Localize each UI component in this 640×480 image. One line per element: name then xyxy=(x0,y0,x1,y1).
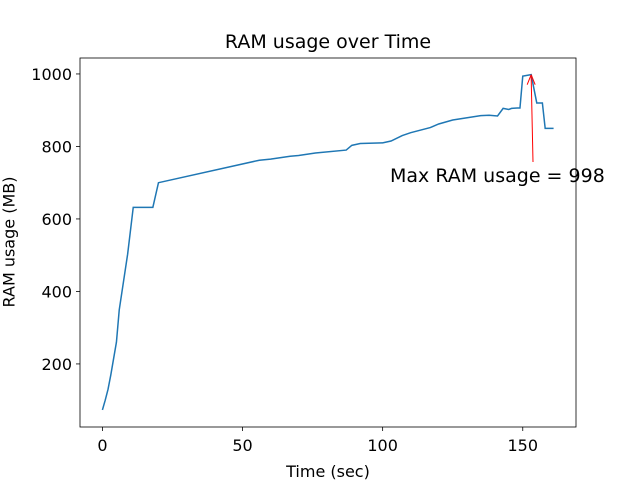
y-tick-label: 400 xyxy=(41,282,72,301)
y-axis-label: RAM usage (MB) xyxy=(0,177,19,308)
x-tick-label: 0 xyxy=(97,436,107,455)
annotation-arrow xyxy=(530,76,534,163)
y-tick-label: 200 xyxy=(41,355,72,374)
annotation-arrowhead xyxy=(526,74,536,85)
x-axis-label: Time (sec) xyxy=(285,462,370,480)
x-tick-label: 50 xyxy=(232,436,252,455)
line xyxy=(101,73,554,411)
y-tick-label: 800 xyxy=(41,137,72,156)
x-tick-label: 100 xyxy=(367,436,398,455)
y-tick-label: 1000 xyxy=(31,65,72,84)
chart-title: RAM usage over Time xyxy=(225,31,431,53)
x-tick-label: 150 xyxy=(507,436,538,455)
y-tick-label: 600 xyxy=(41,210,72,229)
plot-frame xyxy=(79,57,577,428)
annotation-text: Max RAM usage = 998 xyxy=(390,165,605,187)
